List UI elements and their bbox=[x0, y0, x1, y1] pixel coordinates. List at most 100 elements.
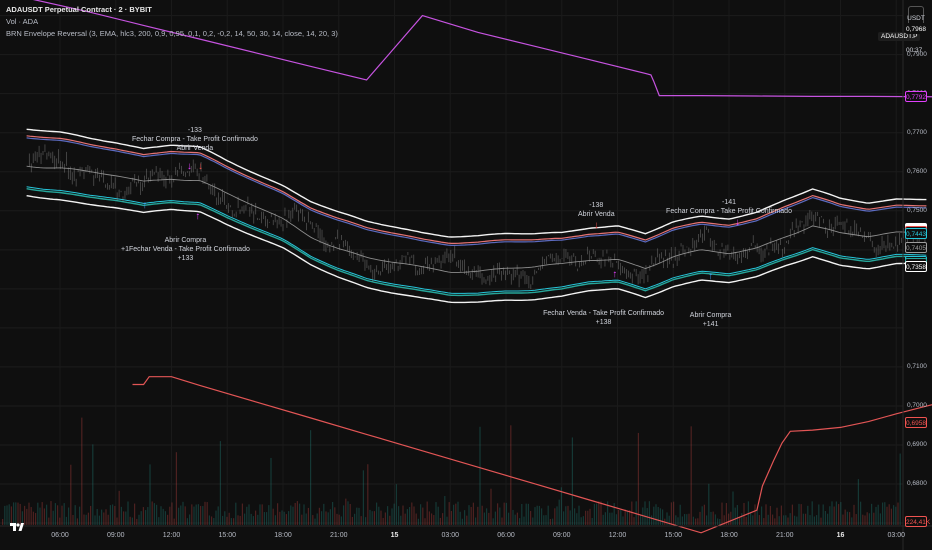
volume-bar bbox=[532, 517, 534, 525]
volume-bar bbox=[233, 518, 235, 525]
volume-bar bbox=[200, 505, 202, 525]
tradingview-logo-icon[interactable] bbox=[10, 522, 24, 532]
volume-bar bbox=[552, 518, 554, 525]
volume-bar bbox=[796, 516, 798, 525]
volume-bar bbox=[714, 514, 716, 525]
annotation-line: Abrir Compra bbox=[689, 312, 732, 320]
volume-bar bbox=[728, 513, 730, 525]
grid bbox=[0, 0, 903, 525]
volume-bar bbox=[59, 517, 61, 525]
volume-bar bbox=[492, 518, 494, 525]
volume-bar bbox=[263, 512, 265, 525]
volume-bar bbox=[437, 506, 439, 525]
volume-bar bbox=[171, 502, 173, 525]
volume-bar bbox=[774, 518, 776, 525]
volume-bar bbox=[582, 516, 584, 525]
volume-bar bbox=[787, 517, 789, 525]
volume-bar bbox=[842, 514, 844, 525]
volume-bar bbox=[866, 512, 868, 525]
volume-bar bbox=[514, 514, 516, 525]
volume-bar bbox=[336, 513, 338, 525]
volume-bar bbox=[312, 515, 314, 525]
x-axis-tick: 12:00 bbox=[162, 532, 181, 539]
volume-bar bbox=[734, 507, 736, 525]
volume-bar bbox=[446, 516, 448, 525]
volume-bar bbox=[756, 510, 758, 525]
volume-bar bbox=[827, 513, 829, 525]
volume-bar bbox=[120, 506, 122, 525]
volume-bar bbox=[46, 504, 48, 525]
volume-bar bbox=[470, 506, 472, 525]
volume-bar bbox=[455, 503, 457, 525]
volume-bar bbox=[237, 515, 239, 525]
symbol-tag: ADAUSDT.P bbox=[878, 32, 921, 41]
volume-bar bbox=[829, 506, 831, 525]
volume-bar bbox=[384, 512, 386, 525]
volume-bar bbox=[732, 491, 734, 525]
volume-bar bbox=[367, 464, 369, 525]
x-axis-tick: 09:00 bbox=[552, 532, 571, 539]
volume-bar bbox=[39, 507, 41, 525]
volume-bar bbox=[855, 514, 857, 525]
volume-bar bbox=[743, 502, 745, 525]
legend-title[interactable]: ADAUSDT Perpetual Contract · 2 · BYBIT bbox=[6, 5, 152, 14]
volume-bar bbox=[332, 501, 334, 525]
volume-bar bbox=[794, 515, 796, 525]
annotation-line: Fechar Compra - Take Profit Confirmado bbox=[131, 136, 258, 144]
volume-bar bbox=[321, 511, 323, 525]
volume-bar bbox=[189, 514, 191, 525]
arrow-down-icon: ↓ bbox=[186, 161, 192, 173]
volume-bar bbox=[805, 513, 807, 525]
volume-bar bbox=[706, 515, 708, 525]
volume-bar bbox=[598, 501, 600, 525]
volume-bar bbox=[618, 509, 620, 525]
volume-bar bbox=[655, 504, 657, 525]
volume-bar bbox=[893, 505, 895, 525]
volume-bar bbox=[303, 504, 305, 525]
volume-bar bbox=[637, 432, 639, 525]
volume-bar bbox=[420, 504, 422, 525]
volume-bar bbox=[349, 503, 351, 525]
indicator-line-1 bbox=[132, 376, 932, 534]
volume-bar bbox=[897, 502, 899, 525]
volume-bar bbox=[140, 511, 142, 525]
volume-bar bbox=[255, 510, 257, 525]
volume-bar bbox=[19, 503, 21, 525]
volume-bar bbox=[178, 507, 180, 525]
volume-bar bbox=[822, 504, 824, 525]
volume-bar bbox=[283, 511, 285, 525]
volume-bar bbox=[809, 515, 811, 525]
volume-bar bbox=[697, 518, 699, 525]
volume-bar bbox=[719, 518, 721, 525]
x-axis-tick: 12:00 bbox=[608, 532, 627, 539]
volume-bar bbox=[838, 504, 840, 525]
volume-bar bbox=[13, 502, 15, 525]
volume-bar bbox=[279, 511, 281, 525]
volume-bar bbox=[450, 510, 452, 525]
volume-bar bbox=[417, 518, 419, 525]
volume-bar bbox=[228, 512, 230, 525]
volume-bar bbox=[239, 515, 241, 525]
volume-bar bbox=[415, 513, 417, 525]
volume-bar bbox=[444, 496, 446, 525]
volume-bar bbox=[468, 505, 470, 525]
legend-volume[interactable]: Vol · ADA bbox=[6, 17, 39, 26]
volume-bar bbox=[701, 506, 703, 525]
volume-bar bbox=[875, 506, 877, 525]
volume-bar bbox=[488, 512, 490, 525]
volume-bar bbox=[712, 511, 714, 525]
volume-bar bbox=[761, 506, 763, 525]
volume-bar bbox=[457, 501, 459, 525]
arrow-up-icon: ↑ bbox=[708, 271, 714, 283]
legend-indicator[interactable]: BRN Envelope Reversal (3, EMA, hlc3, 200… bbox=[6, 29, 338, 38]
volume-bar bbox=[261, 504, 263, 525]
volume-bar bbox=[479, 426, 481, 525]
volume-bar bbox=[703, 504, 705, 525]
volume-bar bbox=[30, 507, 32, 525]
currency-label: USDT bbox=[907, 14, 925, 22]
volume-bar bbox=[351, 516, 353, 525]
envelope-upper-blue bbox=[26, 137, 927, 246]
volume-bar bbox=[340, 516, 342, 525]
volume-bar bbox=[215, 510, 217, 525]
